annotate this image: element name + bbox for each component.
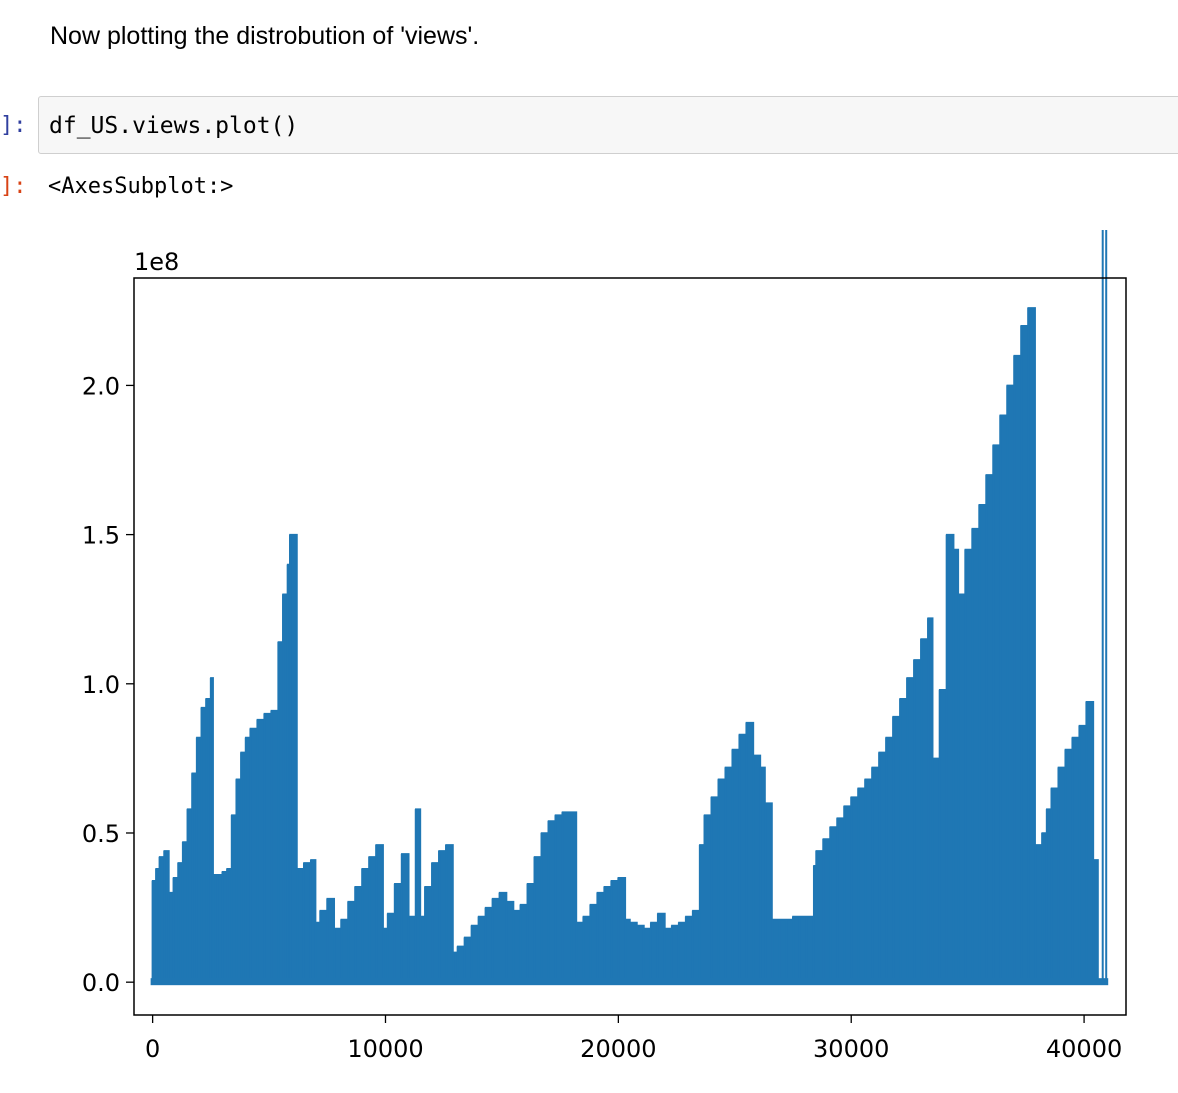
input-prompt: ]: <box>0 113 27 138</box>
output-prompt: ]: <box>0 174 27 199</box>
y-offset-label: 1e8 <box>134 248 179 276</box>
x-tick-label: 10000 <box>347 1035 423 1063</box>
code-cell[interactable]: df_US.views.plot() <box>38 96 1178 154</box>
output-text: <AxesSubplot:> <box>48 174 234 199</box>
series-views-baseline <box>150 978 1109 986</box>
code-text[interactable]: df_US.views.plot() <box>49 113 299 139</box>
x-tick-label: 30000 <box>813 1035 889 1063</box>
axes-frame <box>133 277 1127 1016</box>
y-tick-label: 2.0 <box>82 372 120 400</box>
markdown-text: Now plotting the distrobution of 'views'… <box>50 22 480 50</box>
plot-output: 0 10000 20000 30000 40000 0.0 0.5 1.0 1.5 2.0 1e8 <box>0 230 1178 1088</box>
y-tick-label: 0.0 <box>82 969 120 997</box>
line-chart: 0 10000 20000 30000 40000 0.0 0.5 1.0 1.5 2.0 1e8 <box>82 230 1127 1063</box>
x-tick-label: 0 <box>145 1035 160 1063</box>
y-tick-label: 0.5 <box>82 820 120 848</box>
x-tick-label: 20000 <box>580 1035 656 1063</box>
x-tick-label: 40000 <box>1046 1035 1122 1063</box>
y-tick-label: 1.5 <box>82 522 120 550</box>
y-tick-label: 1.0 <box>82 671 120 699</box>
